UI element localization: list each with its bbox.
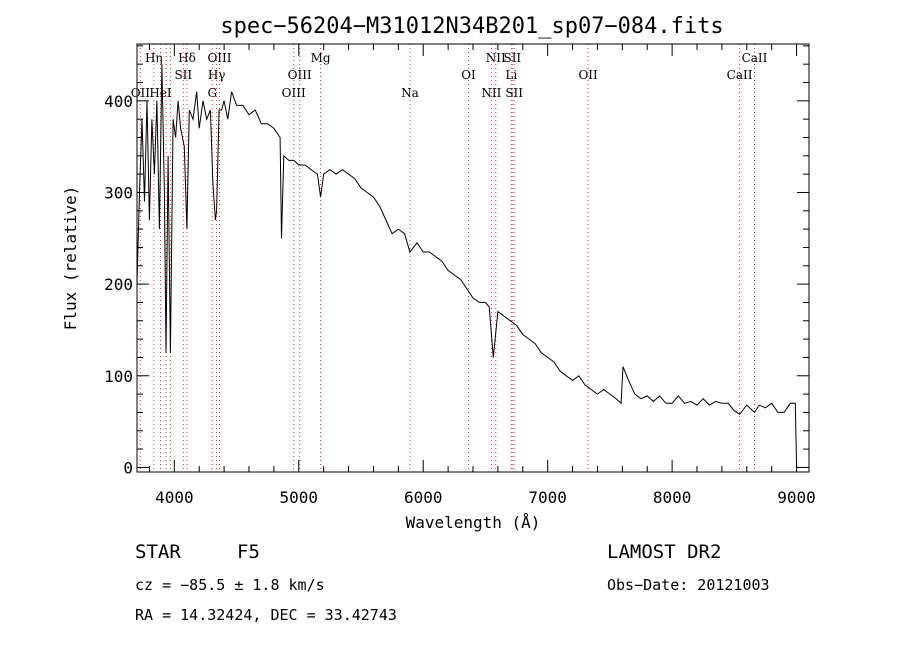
x-tick-label: 7000 bbox=[528, 488, 567, 507]
line-label: SII bbox=[503, 51, 521, 65]
line-label: OIII bbox=[282, 86, 306, 100]
line-label: NII bbox=[486, 51, 506, 65]
line-label: Mg bbox=[311, 51, 331, 65]
x-tick-label: 5000 bbox=[280, 488, 319, 507]
line-label: Na bbox=[401, 86, 419, 100]
line-label: NII bbox=[481, 86, 501, 100]
line-label: Li bbox=[505, 68, 517, 82]
x-axis-label: Wavelength (Å) bbox=[406, 513, 541, 532]
object-subclass: F5 bbox=[237, 541, 260, 563]
survey-name: LAMOST DR2 bbox=[607, 541, 721, 563]
plot-frame bbox=[136, 43, 810, 473]
line-label: HeI bbox=[149, 86, 172, 100]
redshift-velocity: cz = −85.5 ± 1.8 km/s bbox=[135, 576, 325, 594]
line-label: G bbox=[207, 86, 217, 100]
y-axis-label: Flux (relative) bbox=[61, 186, 80, 331]
y-axis-ticks: 0 100 200 300 400 bbox=[104, 45, 809, 477]
line-label: CaII bbox=[742, 51, 768, 65]
x-tick-label: 8000 bbox=[653, 488, 692, 507]
y-tick-label: 400 bbox=[104, 92, 133, 111]
line-label: CaII bbox=[727, 68, 753, 82]
spectrum-line bbox=[136, 64, 798, 468]
line-label: SII bbox=[505, 86, 523, 100]
x-tick-label: 4000 bbox=[155, 488, 194, 507]
y-tick-label: 0 bbox=[123, 458, 133, 477]
line-label: SII bbox=[174, 68, 192, 82]
x-tick-label: 9000 bbox=[777, 488, 816, 507]
emission-line-markers bbox=[139, 44, 755, 472]
line-label: OI bbox=[461, 68, 476, 82]
y-tick-label: 100 bbox=[104, 367, 133, 386]
x-axis-ticks: 4000 5000 6000 7000 8000 9000 bbox=[148, 44, 816, 507]
chart-title: spec−56204−M31012N34B201_sp07−084.fits bbox=[220, 14, 723, 39]
object-class: STAR bbox=[135, 541, 181, 563]
line-label: Hγ bbox=[208, 68, 226, 82]
observation-date: Obs−Date: 20121003 bbox=[607, 576, 770, 594]
line-label: OII bbox=[131, 86, 151, 100]
sky-coordinates: RA = 14.32424, DEC = 33.42743 bbox=[135, 606, 397, 624]
emission-line-labels: OIIHηHeIHδSIIOIIIHγGOIIIOIIIMgNaOINIISII… bbox=[131, 51, 768, 100]
line-label: Hδ bbox=[178, 51, 196, 65]
line-label: Hη bbox=[145, 51, 163, 65]
line-label: OII bbox=[578, 68, 598, 82]
y-tick-label: 200 bbox=[104, 275, 133, 294]
y-tick-label: 300 bbox=[104, 183, 133, 202]
line-label: OIII bbox=[288, 68, 312, 82]
line-label: OIII bbox=[207, 51, 231, 65]
x-tick-label: 6000 bbox=[404, 488, 443, 507]
